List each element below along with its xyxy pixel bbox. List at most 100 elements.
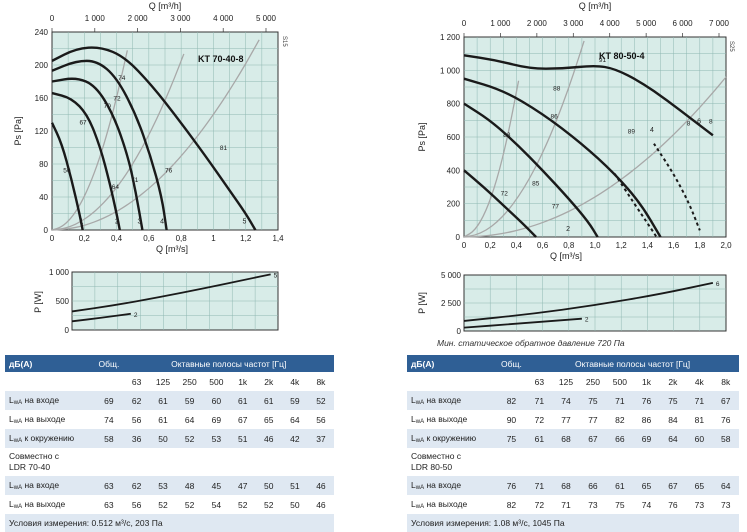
- table-right-compat-line2: LDR 80-50: [411, 462, 453, 472]
- chart-left-series-line: [50, 122, 84, 231]
- chart-right-y-tick: 600: [447, 133, 461, 142]
- table-right-value-cell: 77: [561, 414, 571, 425]
- chart-right-x-ticks: 0 0,2 0,4 0,6 0,8 1,0 1,2 1,4 1,6 1,8 2,0: [462, 241, 732, 250]
- table-left-value-cell: 59: [281, 391, 308, 410]
- chart-left-x2-tick: 5 000: [256, 14, 277, 23]
- table-left-value-cell: 52: [307, 391, 334, 410]
- table-left-value-cell: 64: [184, 414, 195, 425]
- chart-left-x-tick: 1,4: [272, 234, 284, 243]
- chart-left-power-ylabel: P [W]: [33, 291, 43, 313]
- table-left-conditions: Условия измерения: 0.512 м³/с, 203 Па: [5, 514, 334, 532]
- table-right-freq-cell: 250: [585, 376, 601, 387]
- table-right-value-cell: 68: [552, 476, 580, 495]
- table-right-total-cell: 90: [506, 414, 517, 425]
- table-right-level-row: LwA на выходе 90 72 77 77 82 86 84 81 76: [407, 410, 739, 429]
- chart-right-x2label: Q [m³/h]: [579, 1, 612, 11]
- chart-right-x2-tick: 2 000: [527, 19, 548, 28]
- chart-left-eff-labels: 50 64 67 70 71 72 74 76 81: [63, 75, 227, 191]
- table-right-freq-cell: 125: [558, 376, 574, 387]
- table-right-value-cell: 66: [606, 429, 634, 448]
- chart-right-x-tick: 1,4: [642, 241, 654, 250]
- table-left-value-cell: 36: [123, 429, 150, 448]
- table-left-value-cell: 50: [149, 429, 177, 448]
- chart-right-y-tick: 1 200: [440, 33, 461, 42]
- chart-right-y-tick: 1 000: [440, 66, 461, 75]
- chart-left-power-y-ticks: 0 500 1 000: [49, 268, 70, 335]
- table-right-value-cell: 84: [668, 414, 678, 425]
- chart-right-ylabel: Ps [Pa]: [417, 122, 427, 151]
- chart-right-x2-tick: 6 000: [673, 19, 694, 28]
- table-left-value-cell: 47: [229, 476, 256, 495]
- table-left-bands-header: Октавные полосы частот [Гц]: [123, 355, 334, 372]
- chart-left-y-tick: 240: [35, 28, 49, 37]
- table-right-value-cell: 71: [606, 391, 634, 410]
- table-left-value-cell: 52: [237, 499, 248, 510]
- chart-right-series-line: [463, 54, 714, 137]
- chart-left-xlabel: Q [m³/s]: [156, 244, 188, 254]
- chart-left-x-tick: 0,8: [176, 234, 188, 243]
- table-right-conditions: Условия измерения: 1.08 м³/с, 1045 Па: [407, 514, 739, 532]
- chart-right-power-series-label: 2: [585, 317, 589, 324]
- table-left-value-cell: 53: [202, 429, 230, 448]
- table-left-value-cell: 51: [281, 476, 308, 495]
- table-left-total-cell: 63: [104, 499, 114, 510]
- chart-right-eff-label: 8: [687, 120, 691, 127]
- table-left-value-cell: 62: [123, 476, 150, 495]
- chart-right-series-line: [463, 169, 538, 238]
- chart-right-series-dashed: [653, 143, 701, 231]
- table-right-row-label: LwA на выходе: [411, 499, 468, 510]
- table-left-row-label: LwA на выходе: [9, 414, 66, 425]
- table-right-value-cell: 72: [534, 499, 545, 510]
- table-left-value-cell: 52: [184, 499, 195, 510]
- table-right-bands-header: Октавные полосы частот [Гц]: [526, 355, 739, 372]
- table-left-total-header: Общ.: [94, 355, 124, 372]
- table-right-freq-cell: 4k: [694, 376, 704, 387]
- chart-right-x-tick: 0,4: [511, 241, 523, 250]
- table-right-value-cell: 66: [579, 476, 607, 495]
- noise-table-left: дБ(A) Общ. Октавные полосы частот [Гц] 6…: [5, 355, 334, 532]
- chart-left-ylabel: Ps [Pa]: [13, 116, 23, 145]
- chart-left-x2-tick: 4 000: [213, 14, 234, 23]
- table-left-freq-row: 63 125 250 500 1k 2k 4k 8k: [5, 372, 334, 391]
- table-left-freq-cell: 2k: [264, 376, 274, 387]
- chart-left-frame: [51, 31, 279, 231]
- chart-left-series-line: [51, 59, 168, 231]
- chart-left-x-tick: 0,4: [111, 234, 123, 243]
- table-left-total-cell: 63: [94, 476, 124, 495]
- table-left-value-cell: 61: [158, 414, 168, 425]
- chart-left-power-grid: [72, 272, 278, 330]
- table-right-value-cell: 71: [526, 391, 553, 410]
- table-right-header: дБ(A) Общ. Октавные полосы частот [Гц]: [407, 355, 739, 372]
- chart-left-power-y-tick: 500: [56, 297, 70, 306]
- chart-right-eff-label: 77: [552, 204, 560, 211]
- chart-right-curve-label: 2: [566, 226, 570, 233]
- chart-left-x2label: Q [m³/h]: [149, 1, 182, 11]
- table-right-value-cell: 82: [615, 414, 625, 425]
- table-left-freq-cell: 500: [209, 376, 224, 387]
- table-right-value-cell: 65: [633, 476, 660, 495]
- chart-left-eff-label: 67: [79, 119, 87, 126]
- chart-left-eff-label: 70: [104, 103, 112, 110]
- table-left-value-cell: 61: [255, 391, 282, 410]
- chart-left-curve-labels: 1 2 3 4 5: [79, 218, 246, 225]
- chart-left-eff-label: 76: [165, 167, 173, 174]
- chart-left-power-series-label: 2: [134, 312, 138, 319]
- table-left-value-cell: 50: [290, 499, 300, 510]
- table-left-freq-cell: 1k: [238, 376, 248, 387]
- chart-left-x-tick: 1,2: [240, 234, 252, 243]
- table-left-value-cell: 67: [237, 414, 248, 425]
- chart-right-power-y-tick: 0: [457, 327, 462, 336]
- table-right-value-cell: 61: [526, 429, 553, 448]
- table-left-value-cell: 64: [290, 414, 300, 425]
- table-right-row-label: LwA на входе: [407, 476, 497, 495]
- chart-left-x-ticks: 0 0,2 0,4 0,6 0,8 1 1,2 1,4: [50, 234, 284, 243]
- chart-left-x-tick: 0: [50, 234, 55, 243]
- chart-left-curve-label: 4: [160, 218, 164, 225]
- table-left-value-cell: 61: [149, 391, 177, 410]
- table-right-value-cell: 67: [659, 476, 687, 495]
- table-right-value-cell: 74: [641, 499, 652, 510]
- chart-right-x-tick: 0,6: [537, 241, 549, 250]
- chart-right-y-tick: 400: [447, 166, 461, 175]
- table-left-total-cell: 69: [94, 391, 124, 410]
